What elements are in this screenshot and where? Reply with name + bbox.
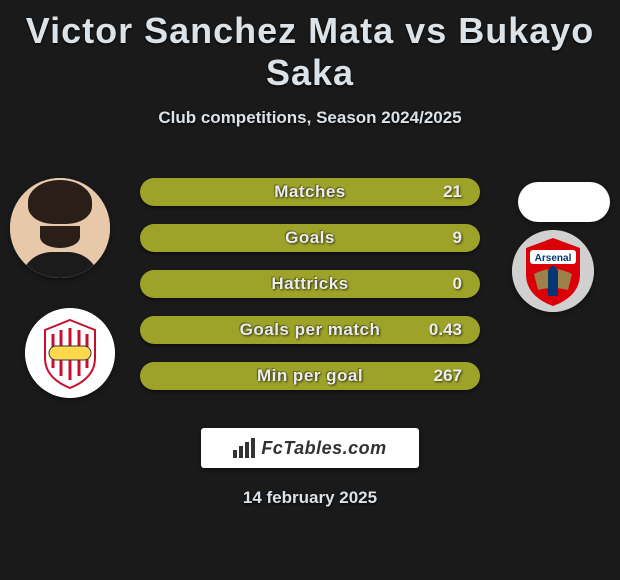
date-text: 14 february 2025 (0, 488, 620, 508)
right-player-photo (518, 182, 610, 222)
subtitle: Club competitions, Season 2024/2025 (0, 108, 620, 128)
page-title: Victor Sanchez Mata vs Bukayo Saka (0, 0, 620, 94)
stat-label: Goals (140, 224, 480, 252)
stat-bar: Hattricks 0 (140, 270, 480, 298)
stat-bar: Goals 9 (140, 224, 480, 252)
stat-value: 0 (453, 270, 462, 298)
stat-bar: Min per goal 267 (140, 362, 480, 390)
chart-icon (233, 438, 255, 458)
stat-bar: Matches 21 (140, 178, 480, 206)
watermark: FcTables.com (201, 428, 419, 468)
stats-bars: Matches 21 Goals 9 Hattricks 0 Goals per… (140, 178, 480, 408)
comparison-panel: Arsenal Matches 21 Goals 9 Hattricks 0 G… (0, 158, 620, 408)
left-player-photo (10, 178, 110, 278)
watermark-text: FcTables.com (261, 438, 386, 459)
stat-bar: Goals per match 0.43 (140, 316, 480, 344)
left-club-crest (25, 308, 115, 398)
stat-value: 9 (453, 224, 462, 252)
stat-value: 267 (434, 362, 462, 390)
stat-label: Min per goal (140, 362, 480, 390)
right-club-crest: Arsenal (512, 230, 594, 312)
svg-text:Arsenal: Arsenal (535, 253, 572, 264)
stat-value: 21 (443, 178, 462, 206)
stat-label: Matches (140, 178, 480, 206)
stat-value: 0.43 (429, 316, 462, 344)
stat-label: Hattricks (140, 270, 480, 298)
